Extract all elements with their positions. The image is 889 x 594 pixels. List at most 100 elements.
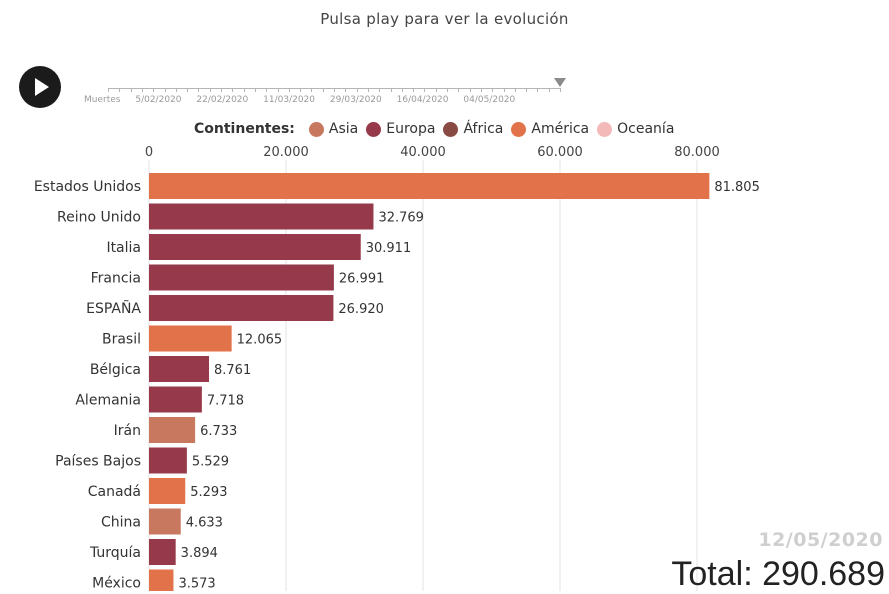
category-label: Irán xyxy=(114,423,141,439)
value-label: 12.065 xyxy=(237,333,283,348)
timeline-handle-icon[interactable] xyxy=(554,78,566,87)
value-label: 3.573 xyxy=(178,577,215,592)
value-label: 32.769 xyxy=(378,211,424,226)
timeline-label: 22/02/2020 xyxy=(196,95,249,105)
timeline-tick xyxy=(311,88,313,92)
timeline-tick xyxy=(175,88,177,92)
value-label: 4.633 xyxy=(186,516,223,531)
timeline-label: 29/03/2020 xyxy=(329,95,382,105)
legend-item-america[interactable]: América xyxy=(511,121,589,137)
current-date: 12/05/2020 xyxy=(758,529,883,551)
legend-swatch-icon xyxy=(366,121,382,137)
timeline-tick xyxy=(288,88,290,92)
timeline-tick xyxy=(379,88,381,92)
timeline-tick xyxy=(345,88,347,92)
value-label: 5.529 xyxy=(192,455,229,470)
category-label: Reino Unido xyxy=(57,210,141,226)
timeline-tick xyxy=(254,88,256,92)
legend-label: América xyxy=(531,121,590,137)
timeline-tick xyxy=(164,88,166,92)
timeline-tick xyxy=(503,88,505,92)
value-label: 26.920 xyxy=(338,302,384,317)
value-label: 5.293 xyxy=(190,485,227,500)
legend-label: África xyxy=(463,121,504,137)
value-label: 81.805 xyxy=(714,180,760,195)
value-label: 7.718 xyxy=(207,394,244,409)
x-tick-label: 60.000 xyxy=(537,145,583,160)
category-label: Estados Unidos xyxy=(34,179,141,195)
timeline-tick xyxy=(492,88,494,92)
timeline-label: 5/02/2020 xyxy=(135,95,182,105)
legend: Continentes: Asia Europa África América … xyxy=(194,121,682,137)
timeline-tick xyxy=(119,88,121,92)
timeline-tick xyxy=(367,88,369,92)
category-label: Brasil xyxy=(102,332,141,348)
value-label: 8.761 xyxy=(214,363,251,378)
timeline-tick xyxy=(141,88,143,92)
category-label: China xyxy=(101,515,141,531)
timeline-tick xyxy=(334,88,335,92)
bar xyxy=(149,569,174,591)
timeline-tick xyxy=(560,88,561,92)
legend-swatch-icon xyxy=(443,121,459,137)
timeline-tick xyxy=(514,88,516,92)
category-label: Canadá xyxy=(88,484,141,500)
play-button[interactable] xyxy=(19,66,61,108)
timeline-tick xyxy=(413,88,415,92)
legend-item-europa[interactable]: Europa xyxy=(366,121,435,137)
x-tick-label: 20.000 xyxy=(263,145,309,160)
category-label: Turquía xyxy=(89,545,141,561)
timeline-tick xyxy=(322,88,324,92)
timeline-tick xyxy=(108,88,109,92)
bar-chart: 0 20.000 40.000 60.000 80.000 Estados Unidos 8… xyxy=(34,145,760,592)
timeline-tick xyxy=(390,88,392,92)
timeline-tick xyxy=(198,88,200,92)
value-label: 3.894 xyxy=(181,546,218,561)
timeline-tick xyxy=(537,88,539,92)
category-label: México xyxy=(92,576,141,592)
timeline-label: 11/03/2020 xyxy=(263,95,315,105)
value-label: 30.911 xyxy=(366,241,412,256)
category-label: ESPAÑA xyxy=(86,300,141,317)
timeline-tick xyxy=(232,88,234,92)
timeline-tick xyxy=(480,88,482,92)
timeline-tick xyxy=(447,88,448,92)
timeline-label: Muertes xyxy=(84,95,121,105)
timeline-tick xyxy=(356,88,358,92)
timeline-tick xyxy=(469,88,471,92)
bar xyxy=(149,295,334,321)
x-tick-label: 0 xyxy=(145,145,153,160)
category-label: Bélgica xyxy=(90,362,141,378)
bar xyxy=(149,478,186,504)
legend-item-africa[interactable]: África xyxy=(443,121,503,137)
timeline-tick xyxy=(243,88,245,92)
timeline-tick xyxy=(187,88,189,92)
bar xyxy=(149,447,187,474)
bar xyxy=(149,173,710,199)
category-label: Alemania xyxy=(75,393,141,409)
bar xyxy=(149,234,361,260)
play-icon xyxy=(35,78,49,96)
x-tick-label: 80.000 xyxy=(674,145,720,160)
bar xyxy=(149,356,210,382)
legend-item-oceania[interactable]: Oceanía xyxy=(597,121,674,137)
timeline-tick xyxy=(153,88,155,92)
bar xyxy=(149,417,196,443)
timeline-label: 16/04/2020 xyxy=(396,95,449,105)
timeline-tick xyxy=(526,88,528,92)
legend-label: Oceanía xyxy=(617,121,675,137)
bar xyxy=(149,203,374,230)
timeline-tick xyxy=(435,88,437,92)
timeline-tick xyxy=(458,88,460,92)
timeline-tick xyxy=(401,88,403,92)
legend-swatch-icon xyxy=(308,121,324,137)
legend-title: Continentes: xyxy=(194,121,295,137)
timeline-tick xyxy=(130,88,132,92)
legend-swatch-icon xyxy=(511,121,527,137)
timeline-label: 04/05/2020 xyxy=(463,95,516,105)
timeline-slider[interactable]: Muertes 5/02/2020 22/02/2020 11/03/2020 … xyxy=(84,76,570,110)
legend-item-asia[interactable]: Asia xyxy=(308,121,358,137)
bar xyxy=(149,539,176,565)
legend-label: Europa xyxy=(386,121,436,137)
bar xyxy=(149,386,202,413)
